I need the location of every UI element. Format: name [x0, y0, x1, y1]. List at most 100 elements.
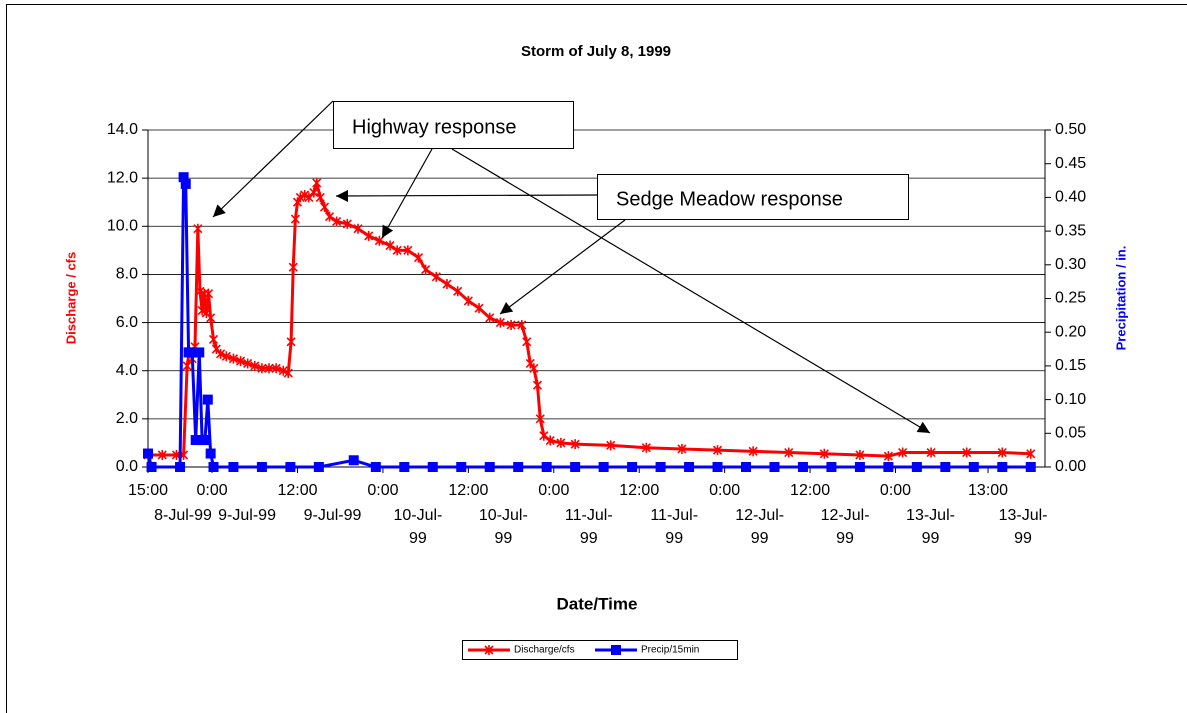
marker	[206, 312, 216, 323]
x-tick-label: 13:00	[968, 482, 1008, 499]
x-tick-date: 8-Jul-99	[154, 507, 212, 524]
marker	[819, 448, 829, 459]
y2-tick-label: 0.50	[1055, 121, 1086, 138]
y-tick-label: 6.0	[116, 314, 138, 331]
marker	[513, 462, 524, 472]
marker	[506, 319, 516, 330]
marker	[319, 202, 330, 213]
marker	[655, 462, 666, 472]
chart-title: Storm of July 8, 1999	[521, 43, 671, 60]
legend-label: Discharge/cfs	[514, 645, 575, 656]
marker	[228, 353, 238, 364]
y2-tick-label: 0.35	[1055, 222, 1086, 239]
marker	[205, 448, 216, 459]
y2-tick-label: 0.25	[1055, 290, 1086, 307]
y-tick-label: 0.0	[116, 458, 138, 475]
marker	[243, 358, 253, 369]
marker	[748, 446, 758, 457]
marker	[606, 440, 616, 451]
marker	[309, 187, 319, 198]
marker	[598, 462, 609, 472]
marker	[485, 312, 495, 323]
arrow	[335, 189, 598, 202]
marker	[216, 348, 226, 359]
y2-tick-label: 0.10	[1055, 391, 1086, 408]
marker	[532, 380, 542, 391]
marker	[741, 462, 751, 472]
marker	[285, 462, 296, 472]
marker	[313, 462, 324, 472]
marker	[257, 363, 267, 374]
marker	[374, 235, 384, 246]
marker	[855, 449, 865, 460]
x-tick-label: 12:00	[277, 482, 317, 499]
marker	[484, 645, 494, 655]
y2-axis-title: Precipitation / in.	[1113, 246, 1128, 351]
x-tick-label: 0:00	[538, 482, 569, 499]
marker	[940, 462, 951, 472]
annotation: Sedge Meadow response	[616, 188, 843, 210]
marker	[364, 230, 374, 241]
x-tick-date: 9-Jul-99	[218, 507, 276, 524]
y-tick-label: 8.0	[116, 266, 138, 283]
marker	[208, 462, 219, 472]
marker	[962, 447, 972, 458]
x-tick-date: 13-Jul-99	[906, 507, 955, 547]
marker	[370, 462, 381, 472]
marker	[926, 447, 936, 458]
marker	[463, 295, 473, 306]
marker	[286, 336, 296, 347]
marker	[1026, 448, 1036, 459]
arrow	[451, 148, 931, 434]
marker	[883, 451, 893, 462]
marker	[143, 448, 153, 459]
y2-tick-label: 0.05	[1055, 425, 1086, 442]
marker	[385, 240, 395, 251]
y-tick-label: 2.0	[116, 410, 138, 427]
marker	[427, 462, 438, 472]
plot-area	[142, 129, 1051, 473]
marker	[290, 214, 300, 225]
marker	[197, 305, 207, 316]
marker	[474, 303, 484, 314]
marker	[712, 462, 723, 472]
marker	[315, 192, 325, 203]
marker	[187, 347, 198, 358]
marker	[190, 435, 201, 446]
x-tick-date: 13-Jul-99	[998, 507, 1048, 547]
marker	[175, 462, 186, 472]
marker	[997, 447, 1007, 458]
y-tick-label: 14.0	[107, 121, 138, 138]
annotation: Highway response	[352, 116, 517, 138]
y2-tick-label: 0.20	[1055, 323, 1086, 340]
marker	[570, 439, 580, 450]
marker	[911, 462, 922, 472]
x-tick-date: 10-Jul-99	[393, 507, 443, 547]
marker	[442, 279, 452, 290]
marker	[203, 288, 214, 299]
marker	[399, 462, 410, 472]
marker	[784, 447, 794, 458]
y-axis-title: Discharge / cfs	[63, 252, 78, 345]
marker	[854, 462, 865, 472]
marker	[677, 443, 687, 454]
marker	[312, 177, 322, 188]
marker	[484, 462, 495, 472]
marker	[353, 223, 363, 234]
marker	[539, 430, 549, 441]
marker	[208, 334, 219, 345]
marker	[456, 462, 467, 472]
plot-background	[148, 130, 1045, 467]
y-tick-label: 10.0	[107, 218, 138, 235]
marker	[180, 178, 191, 189]
annotation-box	[333, 101, 574, 149]
x-tick-label: 12:00	[790, 482, 830, 499]
marker	[535, 413, 545, 424]
x-axis-title: Date/Time	[557, 594, 638, 613]
marker	[256, 462, 267, 472]
marker	[228, 462, 239, 472]
x-tick-label: 12:00	[448, 482, 488, 499]
marker	[545, 435, 555, 446]
marker	[712, 445, 723, 456]
